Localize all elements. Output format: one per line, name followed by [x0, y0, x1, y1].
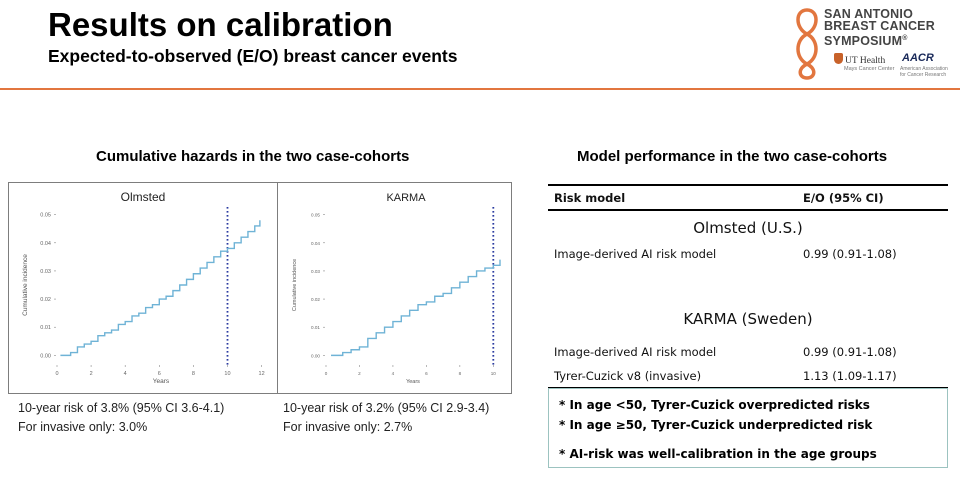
y-tick-label: 0.03	[311, 269, 320, 274]
slide-subtitle: Expected-to-observed (E/O) breast cancer…	[48, 46, 458, 66]
x-tick-label: 6	[158, 371, 161, 377]
logo-text-3: SYMPOSIUM®	[824, 32, 908, 48]
x-tick-label: 4	[124, 371, 127, 377]
olmsted-caption: 10-year risk of 3.8% (95% CI 3.6-4.1) Fo…	[18, 399, 224, 437]
y-axis-label: Cumulative incidence	[292, 259, 298, 311]
olmsted-caption-invasive: For invasive only: 3.0%	[18, 420, 148, 434]
x-axis-label: Years	[406, 379, 420, 385]
group-row-olmsted: Olmsted (U.S.)	[548, 210, 948, 244]
karma-caption-risk: 10-year risk of 3.2% (95% CI 2.9-3.4)	[283, 401, 490, 415]
x-tick-label: 6	[425, 371, 428, 376]
ut-shield-icon	[834, 53, 843, 64]
karma-caption-invasive: For invasive only: 2.7%	[283, 420, 413, 434]
charts-panel: Olmsted 0.00 0.01 0.02 0.03 0.04 0.05 0 2 4 6 8 10 12…	[8, 182, 512, 394]
x-tick-label: 12	[259, 371, 265, 377]
finding-2: * In age ≥50, Tyrer-Cuzick underpredicte…	[559, 418, 873, 432]
chart-divider	[277, 183, 278, 393]
row-model: Image-derived AI risk model	[554, 345, 717, 359]
incidence-line	[60, 220, 261, 357]
table-row: Tyrer-Cuzick v8 (invasive) 1.13 (1.09-1.…	[548, 364, 948, 389]
chart-title: Olmsted	[121, 190, 166, 204]
table-row: Image-derived AI risk model 0.99 (0.91-1…	[548, 340, 948, 364]
group-row-karma: KARMA (Sweden)	[548, 264, 948, 340]
group-label-olmsted: Olmsted (U.S.)	[693, 218, 803, 237]
slide-title: Results on calibration	[48, 6, 393, 43]
ribbon-shape	[796, 8, 818, 80]
ribbon-icon	[796, 8, 818, 80]
x-tick-label: 2	[358, 371, 361, 376]
aacr-subtext-1: American Association	[900, 66, 948, 72]
left-section-heading: Cumulative hazards in the two case-cohor…	[96, 148, 410, 165]
y-tick-label: 0.02	[311, 297, 320, 302]
logo-text-3-word: SYMPOSIUM	[824, 34, 903, 49]
x-tick-label: 0	[55, 371, 58, 377]
aacr-subtext: American Association for Cancer Research	[900, 66, 948, 78]
logo-text-2: BREAST CANCER	[824, 19, 935, 33]
x-tick-label: 2	[90, 371, 93, 377]
y-tick-label: 0.02	[40, 297, 51, 303]
x-tick-label: 4	[392, 371, 395, 376]
karma-caption: 10-year risk of 3.2% (95% CI 2.9-3.4) Fo…	[283, 399, 489, 437]
logo-text-1: SAN ANTONIO	[824, 7, 914, 21]
sabcs-logo: SAN ANTONIO BREAST CANCER SYMPOSIUM® UT …	[790, 6, 950, 82]
y-tick-label: 0.00	[40, 353, 51, 359]
olmsted-caption-risk: 10-year risk of 3.8% (95% CI 3.6-4.1)	[18, 401, 225, 415]
y-tick-label: 0.00	[311, 353, 320, 358]
x-tick-label: 8	[192, 371, 195, 377]
y-tick-label: 0.01	[311, 325, 320, 330]
y-tick-label: 0.05	[311, 213, 320, 218]
table-header-row: Risk model E/O (95% CI)	[548, 184, 948, 211]
row-eo: 0.99 (0.91-1.08)	[803, 345, 897, 359]
logo-reg-mark: ®	[902, 35, 908, 42]
ut-health-text: UT Health	[845, 56, 886, 66]
col-risk-model: Risk model	[548, 184, 803, 211]
ut-health-logo: UT Health	[834, 53, 885, 66]
olmsted-chart: Olmsted 0.00 0.01 0.02 0.03 0.04 0.05 0 2 4 6 8 10 12…	[22, 190, 265, 385]
table-row: Image-derived AI risk model 0.99 (0.91-1…	[548, 244, 948, 264]
model-performance-table: Risk model E/O (95% CI) Olmsted (U.S.) I…	[548, 184, 948, 389]
x-tick-label: 10	[491, 371, 497, 376]
y-tick-label: 0.03	[40, 269, 51, 275]
x-tick-label: 8	[459, 371, 462, 376]
incidence-line	[331, 259, 501, 357]
finding-1: * In age <50, Tyrer-Cuzick overpredicted…	[559, 398, 870, 412]
group-label-karma: KARMA (Sweden)	[683, 310, 813, 328]
row-model: Image-derived AI risk model	[554, 247, 717, 261]
y-tick-label: 0.05	[40, 213, 51, 219]
header-divider	[0, 88, 960, 90]
aacr-logo: AACR	[902, 52, 934, 64]
row-model: Tyrer-Cuzick v8 (invasive)	[548, 364, 803, 389]
ut-health-subtext: Mays Cancer Center	[844, 66, 895, 72]
col-eo: E/O (95% CI)	[803, 184, 948, 211]
karma-chart: KARMA 0.00 0.01 0.02 0.03 0.04 0.05 0 2 4 6 8 10 Year…	[292, 192, 501, 385]
y-tick-label: 0.04	[311, 241, 320, 246]
row-eo: 1.13 (1.09-1.17)	[803, 364, 948, 389]
finding-3: * AI-risk was well-calibration in the ag…	[559, 447, 877, 461]
y-axis-label: Cumulative incidence	[22, 254, 29, 316]
right-section-heading: Model performance in the two case-cohort…	[577, 148, 888, 165]
x-axis-label: Years	[153, 378, 170, 385]
x-tick-label: 0	[325, 371, 328, 376]
findings-box: * In age <50, Tyrer-Cuzick overpredicted…	[548, 388, 948, 468]
y-tick-label: 0.01	[40, 325, 51, 331]
row-eo: 0.99 (0.91-1.08)	[803, 247, 897, 261]
x-tick-label: 10	[224, 371, 230, 377]
y-tick-label: 0.04	[40, 241, 51, 247]
chart-title: KARMA	[386, 192, 426, 204]
aacr-subtext-2: for Cancer Research	[900, 72, 947, 78]
